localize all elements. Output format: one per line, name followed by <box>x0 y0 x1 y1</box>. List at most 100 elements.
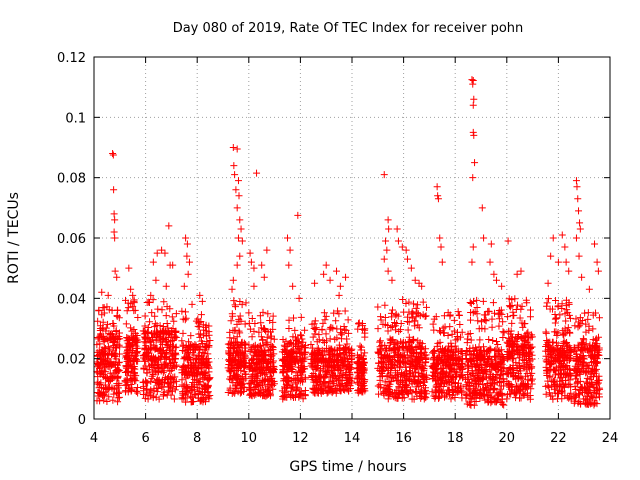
data-point <box>411 322 419 330</box>
data-point <box>171 373 179 381</box>
data-point <box>327 363 335 371</box>
data-point <box>250 264 258 272</box>
data-point <box>436 327 444 335</box>
data-point <box>309 384 317 392</box>
data-point <box>131 306 139 314</box>
data-point <box>295 294 303 302</box>
data-point <box>392 372 400 380</box>
data-point <box>546 372 554 380</box>
data-point <box>198 297 206 305</box>
data-point <box>430 349 438 357</box>
data-point <box>553 395 561 403</box>
data-point <box>449 355 457 363</box>
data-point <box>309 376 317 384</box>
data-point <box>576 219 584 227</box>
data-point <box>517 267 525 275</box>
data-point <box>301 344 309 352</box>
data-point <box>433 373 441 381</box>
data-point <box>115 366 123 374</box>
data-point <box>318 326 326 334</box>
data-point <box>238 237 246 245</box>
data-point <box>560 338 568 346</box>
data-point <box>153 376 161 384</box>
data-point <box>485 336 493 344</box>
data-point <box>375 349 383 357</box>
data-point <box>197 330 205 338</box>
data-point <box>486 258 494 266</box>
data-point <box>125 342 133 350</box>
data-point <box>554 302 562 310</box>
data-point <box>115 393 123 401</box>
data-point <box>434 195 442 203</box>
data-point <box>123 363 131 371</box>
data-point <box>160 361 168 369</box>
data-point <box>376 337 384 345</box>
data-point <box>148 334 156 342</box>
data-point <box>472 380 480 388</box>
data-point <box>242 347 250 355</box>
data-point <box>378 341 386 349</box>
data-point <box>412 363 420 371</box>
y-tick-label: 0.04 <box>57 292 86 307</box>
data-point <box>94 361 102 369</box>
data-point <box>377 316 385 324</box>
data-point <box>581 345 589 353</box>
data-point <box>576 377 584 385</box>
data-point <box>134 338 142 346</box>
data-point <box>384 321 392 329</box>
data-point <box>262 327 270 335</box>
data-point <box>286 381 294 389</box>
data-point <box>109 396 117 404</box>
data-point <box>575 343 583 351</box>
data-point <box>104 320 112 328</box>
data-point <box>106 369 114 377</box>
data-point <box>103 398 111 406</box>
data-point <box>451 379 459 387</box>
data-point <box>251 386 259 394</box>
data-point <box>497 382 505 390</box>
data-point <box>108 372 116 380</box>
data-point <box>166 305 174 313</box>
data-point <box>226 357 234 365</box>
data-point <box>381 314 389 322</box>
data-point <box>479 297 487 305</box>
data-point <box>205 375 213 383</box>
data-point <box>505 334 513 342</box>
data-point <box>469 80 477 88</box>
data-point <box>454 308 462 316</box>
data-point <box>234 234 242 242</box>
data-point <box>572 234 580 242</box>
data-point <box>498 282 506 290</box>
data-point <box>144 354 152 362</box>
data-point <box>110 343 118 351</box>
data-point <box>518 375 526 383</box>
data-point <box>97 383 105 391</box>
data-point <box>489 336 497 344</box>
data-point <box>513 270 521 278</box>
data-point <box>495 365 503 373</box>
data-point <box>547 252 555 260</box>
data-point <box>110 186 118 194</box>
data-point <box>285 316 293 324</box>
data-point <box>231 326 239 334</box>
data-point <box>288 346 296 354</box>
data-point <box>311 279 319 287</box>
data-point <box>161 353 169 361</box>
data-point <box>452 370 460 378</box>
data-point <box>444 346 452 354</box>
data-point <box>309 333 317 341</box>
data-point <box>476 336 484 344</box>
data-point <box>577 320 585 328</box>
data-point <box>102 357 110 365</box>
data-point <box>527 385 535 393</box>
data-point <box>462 381 470 389</box>
data-point <box>320 362 328 370</box>
data-point <box>328 345 336 353</box>
data-point <box>404 326 412 334</box>
data-point <box>144 395 152 403</box>
data-point <box>173 382 181 390</box>
data-point <box>559 376 567 384</box>
data-point <box>338 335 346 343</box>
data-point <box>310 389 318 397</box>
